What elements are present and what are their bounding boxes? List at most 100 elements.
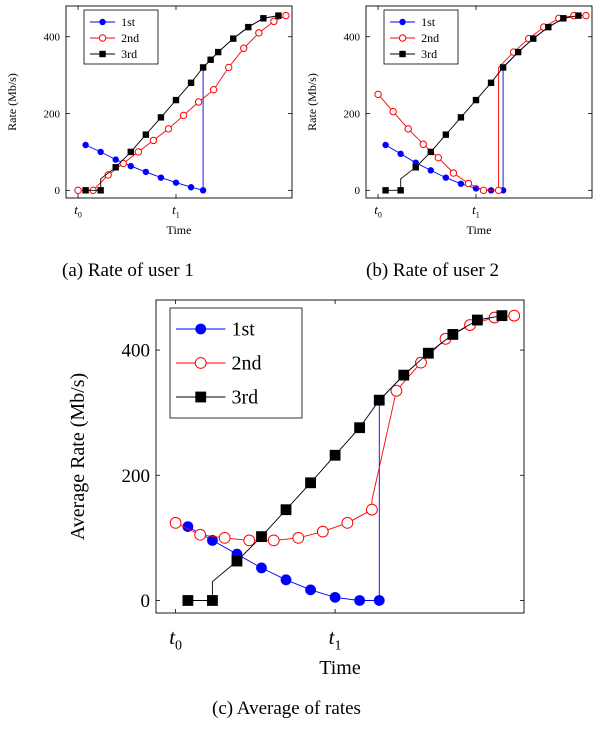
x-tick-label: t0 [374,202,382,219]
data-point [97,148,104,156]
data-point [207,56,214,63]
data-point [214,48,222,56]
legend: 1st 2nd 3rd [169,307,303,419]
legend-label: 2nd [121,31,139,45]
data-point [305,584,316,596]
legend-label: 3rd [421,47,437,61]
legend: 1st 2nd 3rd [383,9,459,65]
data-point [457,114,465,121]
data-point [127,148,134,156]
y-tick-label: 400 [44,32,61,44]
data-point [447,329,459,340]
data-point [422,347,434,359]
series-3rd [382,12,582,194]
data-point [142,168,150,176]
legend-marker [399,50,406,58]
data-point [382,187,389,194]
legend-label: 1st [421,15,436,29]
series-line [85,15,279,191]
data-point [449,169,458,177]
data-point [74,186,82,195]
data-point [179,111,188,120]
data-point [169,516,182,529]
data-point [365,503,378,516]
legend-marker [99,50,106,58]
plot-frame [365,5,593,199]
legend-marker [99,18,106,26]
caption-a: (a) Rate of user 1 [62,260,194,281]
data-point [496,310,508,322]
data-point [354,595,366,606]
data-point [255,29,263,37]
x-axis-label: Time [319,657,361,679]
data-point [434,153,443,162]
y-tick-label: 400 [344,32,361,44]
series-line [377,15,586,191]
data-point [157,174,165,181]
data-point [530,35,537,42]
data-point [442,174,450,181]
legend-marker [98,34,107,42]
data-point [464,179,473,188]
chart-user1-rate: 0 200 400 t0 t1 Time Rate (Mb/s) 1st 2nd 3rd [5,5,293,237]
data-point [373,394,385,406]
data-point [149,136,158,145]
data-point [390,384,403,397]
data-point [182,521,194,533]
data-point [397,150,404,158]
data-point [582,11,590,20]
data-point [172,96,180,104]
data-point [231,555,243,567]
x-tick-label: t1 [329,625,342,654]
data-point [560,15,567,22]
data-point [112,156,119,163]
y-axis-label: Rate (Mb/s) [305,73,319,131]
data-point [329,591,341,603]
data-point [142,131,150,138]
y-tick-label: 0 [141,591,151,612]
data-point [82,187,89,194]
data-point [499,64,507,71]
y-tick-label: 0 [55,185,61,197]
y-tick-label: 200 [344,108,361,120]
data-point [389,107,397,116]
data-point [494,186,503,195]
data-point [194,528,207,541]
data-point [209,86,218,94]
y-tick-label: 400 [122,341,151,362]
legend-label: 2nd [421,31,439,45]
data-point [207,534,218,546]
data-point [329,449,341,461]
legend-marker [399,18,406,26]
data-point [230,35,237,42]
data-point [508,309,521,322]
series-2nd [169,309,521,547]
data-point [479,186,488,195]
series-3rd [82,12,282,194]
x-axis-label: Time [167,223,192,237]
data-point [471,314,483,326]
data-point [270,17,278,26]
legend-label: 2nd [231,353,261,375]
data-point [245,23,252,31]
data-point [280,504,292,516]
data-point [199,187,207,194]
data-point [280,574,292,586]
data-point [415,356,427,369]
data-point [187,184,195,191]
series-3rd [182,310,508,606]
chart-panel-a: 0 200 400 t0 t1 Time Rate (Mb/s) 1st 2nd 3rd [0,0,300,250]
data-point [164,125,173,133]
data-point [187,79,195,86]
data-point [112,164,119,171]
data-point [256,531,267,543]
data-point [240,44,248,52]
data-point [404,125,412,133]
data-point [382,141,389,149]
data-point [292,531,305,544]
data-point [374,90,382,99]
data-point [442,131,450,138]
data-point [514,48,522,56]
legend: 1st 2nd 3rd [83,9,159,65]
y-tick-label: 200 [122,466,151,487]
